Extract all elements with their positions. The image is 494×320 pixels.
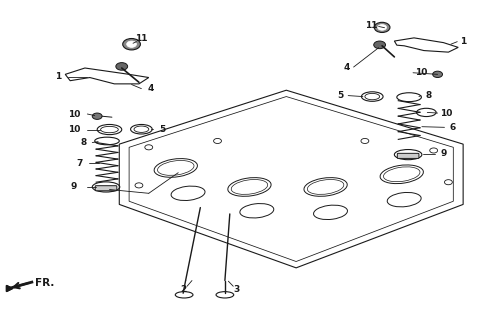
Text: 10: 10 [415,68,428,77]
Text: 6: 6 [449,123,455,132]
Text: 5: 5 [337,91,343,100]
Text: 5: 5 [159,125,165,134]
Text: 2: 2 [180,285,186,294]
Text: 10: 10 [440,108,452,117]
Text: 3: 3 [233,285,239,294]
Text: 10: 10 [68,109,81,118]
Text: FR.: FR. [35,278,54,288]
Text: 9: 9 [71,182,77,191]
Text: 8: 8 [81,138,87,147]
Circle shape [378,25,386,30]
Circle shape [126,41,136,47]
Circle shape [116,63,127,70]
Text: 9: 9 [440,149,447,158]
Circle shape [374,41,385,49]
Text: 4: 4 [343,62,350,72]
Circle shape [433,71,443,77]
Text: 11: 11 [365,21,377,30]
Circle shape [374,22,390,32]
Circle shape [92,113,102,119]
Circle shape [123,38,140,50]
FancyBboxPatch shape [397,153,419,158]
Text: 8: 8 [426,91,432,100]
Text: 10: 10 [68,125,81,134]
Text: 1: 1 [55,72,61,81]
Text: 11: 11 [135,34,148,43]
Text: 4: 4 [148,84,155,93]
Text: 1: 1 [460,37,466,46]
FancyBboxPatch shape [95,186,117,191]
Text: 7: 7 [77,159,83,168]
